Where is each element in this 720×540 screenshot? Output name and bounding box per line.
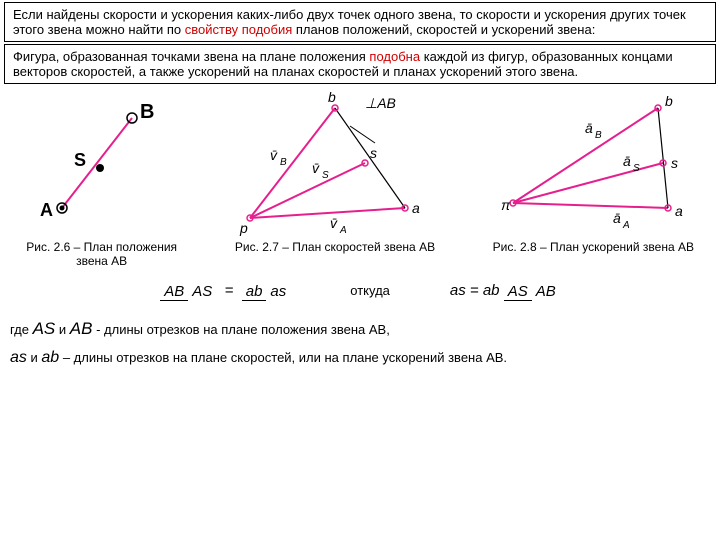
def-box: Фигура, образованная точками звена на пл…: [4, 44, 716, 84]
svg-text:B: B: [595, 130, 602, 141]
svg-text:A: A: [339, 225, 347, 236]
svg-text:a: a: [675, 203, 683, 219]
svg-text:π: π: [501, 197, 511, 213]
svg-text:⊥AB: ⊥AB: [365, 95, 396, 111]
svg-text:s: s: [370, 145, 377, 161]
fig1: A B S Рис. 2.6 – План положения звена AB: [22, 88, 182, 268]
svg-text:A: A: [622, 220, 630, 231]
svg-text:p: p: [239, 220, 248, 236]
figures-row: A B S Рис. 2.6 – План положения звена AB…: [0, 88, 720, 268]
svg-text:s: s: [671, 155, 678, 171]
where-line2: as и ab – длины отрезков на плане скорос…: [0, 344, 720, 373]
label-B: B: [140, 101, 154, 123]
whence: откуда: [350, 283, 390, 298]
svg-text:b: b: [328, 89, 336, 105]
svg-text:v̄: v̄: [312, 160, 320, 176]
svg-text:ā: ā: [585, 120, 593, 136]
svg-text:B: B: [280, 157, 287, 168]
intro-box: Если найдены скорости и ускорения каких-…: [4, 2, 716, 42]
hl1: свойству подобия: [185, 22, 293, 37]
svg-text:b: b: [665, 93, 673, 109]
svg-text:ā: ā: [623, 153, 631, 169]
where-line1: где AS и AB - длины отрезков на плане по…: [0, 314, 720, 344]
svg-text:ā: ā: [613, 210, 621, 226]
svg-text:v̄: v̄: [270, 147, 278, 163]
cap2: Рис. 2.7 – План скоростей звена AB: [225, 240, 445, 254]
svg-text:v̄: v̄: [330, 215, 338, 231]
cap1: Рис. 2.6 – План положения звена AB: [22, 240, 182, 268]
fig3: π b a s āB āS āA Рис. 2.8 – План ускорен…: [488, 88, 698, 268]
svg-text:a: a: [412, 200, 420, 216]
cap3: Рис. 2.8 – План ускорений звена AB: [488, 240, 698, 254]
hl2: подобна: [369, 49, 420, 64]
label-A: A: [40, 200, 53, 220]
svg-text:S: S: [633, 163, 640, 174]
label-S: S: [74, 150, 86, 170]
formula-row: ABAS = abas откуда as = ab ASAB: [0, 282, 720, 300]
svg-text:S: S: [322, 170, 329, 181]
fig2: p b a s ⊥AB v̄B v̄S v̄A Рис. 2.7 – План …: [225, 88, 445, 268]
